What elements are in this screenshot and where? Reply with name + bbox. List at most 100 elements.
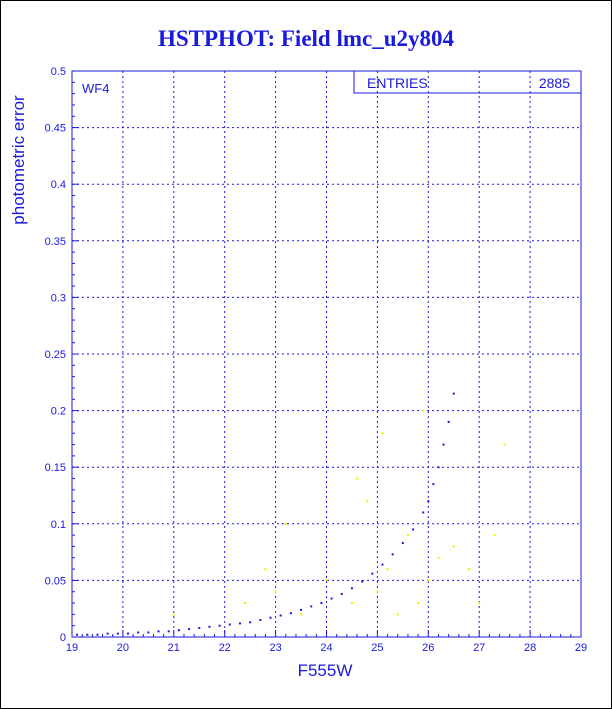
- yellow-point: [478, 602, 481, 605]
- x-tick-label: 28: [524, 642, 536, 654]
- yellow-point: [244, 602, 247, 605]
- y-tick-label: 0.1: [51, 519, 66, 531]
- blue-point: [437, 466, 440, 469]
- y-tick-label: 0: [60, 632, 66, 644]
- x-tick-label: 23: [269, 642, 281, 654]
- yellow-point: [356, 477, 359, 480]
- x-axis-label: F555W: [298, 661, 353, 680]
- panel-label: WF4: [82, 81, 109, 96]
- yellow-point: [396, 613, 399, 616]
- yellow-point: [325, 579, 328, 582]
- grid-lines: [72, 71, 581, 637]
- blue-point: [228, 623, 231, 626]
- y-tick-label: 0.45: [45, 123, 66, 135]
- blue-point: [391, 553, 394, 556]
- x-tick-label: 29: [575, 642, 587, 654]
- blue-point: [177, 629, 180, 632]
- stats-value: 2885: [539, 75, 570, 91]
- yellow-point: [417, 602, 420, 605]
- blue-point: [106, 632, 109, 635]
- blue-point: [249, 621, 252, 624]
- blue-point: [259, 619, 262, 622]
- x-tick-label: 20: [117, 642, 129, 654]
- stats-box: [353, 70, 582, 94]
- x-tick-label: 27: [473, 642, 485, 654]
- y-tick-label: 0.25: [45, 349, 66, 361]
- blue-point: [401, 542, 404, 545]
- blue-point: [86, 633, 89, 636]
- y-tick-label: 0.5: [51, 66, 66, 78]
- series-yellow: [172, 409, 506, 616]
- yellow-point: [452, 545, 455, 548]
- yellow-point: [274, 590, 277, 593]
- stats-label: ENTRIES: [367, 75, 428, 91]
- blue-point: [238, 622, 241, 625]
- blue-point: [320, 602, 323, 605]
- yellow-point: [172, 613, 175, 616]
- yellow-point: [422, 409, 425, 412]
- blue-point: [432, 483, 435, 486]
- blue-point: [350, 587, 353, 590]
- series-blue: [76, 392, 455, 636]
- blue-point: [442, 443, 445, 446]
- yellow-point: [350, 602, 353, 605]
- y-tick-label: 0.15: [45, 462, 66, 474]
- axes: [71, 70, 582, 638]
- blue-point: [361, 580, 364, 583]
- yellow-point: [284, 522, 287, 525]
- x-tick-label: 24: [320, 642, 332, 654]
- blue-point: [198, 626, 201, 629]
- blue-point: [279, 614, 282, 617]
- x-tick-label: 25: [371, 642, 383, 654]
- blue-point: [447, 420, 450, 423]
- y-tick-label: 0.4: [51, 179, 66, 191]
- blue-point: [126, 632, 129, 635]
- blue-point: [76, 633, 79, 636]
- blue-point: [147, 631, 150, 634]
- blue-point: [167, 630, 170, 633]
- y-tick-label: 0.2: [51, 406, 66, 418]
- blue-point: [218, 624, 221, 627]
- blue-point: [289, 612, 292, 615]
- yellow-point: [503, 443, 506, 446]
- blue-point: [208, 625, 211, 628]
- blue-point: [300, 608, 303, 611]
- yellow-point: [366, 500, 369, 503]
- blue-point: [381, 563, 384, 566]
- yellow-point: [386, 568, 389, 571]
- x-tick-label: 21: [168, 642, 180, 654]
- yellow-point: [264, 568, 267, 571]
- blue-point: [157, 630, 160, 633]
- blue-point: [371, 572, 374, 575]
- yellow-point: [427, 579, 430, 582]
- chart-title: HSTPHOT: Field lmc_u2y804: [157, 26, 455, 51]
- blue-point: [422, 511, 425, 514]
- blue-point: [96, 633, 99, 636]
- y-tick-label: 0.05: [45, 575, 66, 587]
- yellow-point: [381, 432, 384, 435]
- blue-point: [188, 628, 191, 631]
- y-tick-label: 0.35: [45, 236, 66, 248]
- blue-point: [330, 597, 333, 600]
- x-tick-label: 19: [66, 642, 78, 654]
- blue-point: [269, 616, 272, 619]
- blue-point: [412, 528, 415, 531]
- yellow-point: [468, 568, 471, 571]
- yellow-point: [406, 534, 409, 537]
- x-tick-label: 26: [422, 642, 434, 654]
- tick-labels: 19 20 21 22 23 24 25 26 27 28 29 0 0.05 0.1 0.15 0.2 0.2…: [45, 66, 588, 654]
- yellow-point: [493, 534, 496, 537]
- y-tick-label: 0.3: [51, 292, 66, 304]
- blue-point: [340, 592, 343, 595]
- blue-point: [137, 631, 140, 634]
- y-axis-label: photometric error: [9, 95, 28, 225]
- yellow-point: [376, 590, 379, 593]
- blue-point: [310, 605, 313, 608]
- yellow-point: [300, 613, 303, 616]
- blue-point: [427, 500, 430, 503]
- blue-point: [116, 632, 119, 635]
- yellow-point: [437, 556, 440, 559]
- blue-point: [452, 392, 455, 395]
- x-tick-label: 22: [219, 642, 231, 654]
